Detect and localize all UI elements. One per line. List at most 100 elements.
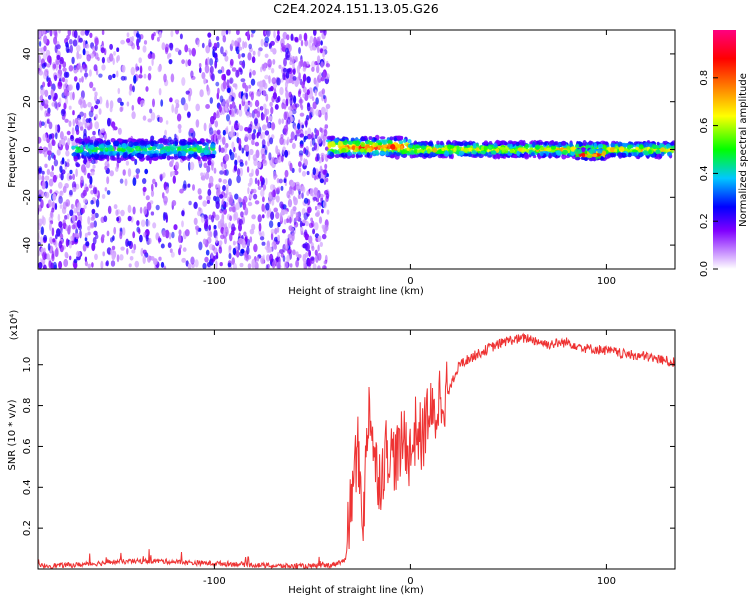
spectrogram-noise-cell xyxy=(316,204,322,210)
spectrogram-signal-cell xyxy=(207,139,212,144)
spectrogram-noise-cell xyxy=(277,234,280,242)
spectrogram-noise-cell xyxy=(221,74,226,81)
spectrogram-noise-cell xyxy=(178,247,182,256)
spectrogram-noise-cell xyxy=(71,224,76,230)
spectrogram-noise-cell xyxy=(318,172,322,179)
spectrogram-noise-cell xyxy=(117,97,122,104)
spectrogram-noise-cell xyxy=(64,183,69,189)
spectrogram-noise-cell xyxy=(309,140,313,148)
spectrogram-noise-cell xyxy=(238,67,242,72)
spectrogram-noise-cell xyxy=(92,237,97,245)
spectrogram-noise-cell xyxy=(151,58,154,66)
spectrogram-noise-cell xyxy=(277,221,281,228)
spectrogram-noise-cell xyxy=(89,81,94,89)
spectrogram-noise-cell xyxy=(237,53,241,60)
spectrogram-signal-cell xyxy=(610,152,615,158)
spectrogram-signal-cell xyxy=(509,143,513,149)
spectrogram-noise-cell xyxy=(215,201,220,209)
spectrogram-noise-cell xyxy=(279,86,284,96)
spectrogram-noise-cell xyxy=(323,226,327,235)
spectrogram-noise-cell xyxy=(40,199,44,209)
spectrogram-noise-cell xyxy=(149,108,153,114)
spectrogram-signal-cell xyxy=(412,154,417,159)
spectrogram-signal-cell xyxy=(535,145,540,150)
spectrogram-noise-cell xyxy=(292,76,297,81)
spectrogram-noise-cell xyxy=(176,113,182,122)
spectrogram-noise-cell xyxy=(226,98,231,104)
spectrogram-signal-cell xyxy=(423,153,429,158)
spectrogram-noise-cell xyxy=(191,47,196,57)
spectrogram-noise-cell xyxy=(303,261,306,267)
spectrogram-noise-cell xyxy=(232,83,237,88)
spectrogram-noise-cell xyxy=(195,119,200,128)
spectrogram-noise-cell xyxy=(257,179,260,187)
spectrogram-noise-cell xyxy=(216,138,219,145)
spectrogram-noise-cell xyxy=(127,215,132,222)
spectrogram-noise-cell xyxy=(183,180,187,189)
spectrogram-noise-cell xyxy=(247,187,250,195)
spectrogram-signal-cell xyxy=(105,151,109,155)
spectrogram-noise-cell xyxy=(282,67,288,73)
spectrogram-noise-cell xyxy=(218,178,222,183)
spectrogram-noise-cell xyxy=(175,30,180,35)
spectrogram-noise-cell xyxy=(120,75,126,81)
spectrogram-noise-cell xyxy=(240,78,246,83)
spectrogram-noise-cell xyxy=(306,114,310,121)
spectrogram-signal-cell xyxy=(73,155,78,162)
spectrogram-noise-cell xyxy=(62,219,66,228)
spectrogram-noise-cell xyxy=(136,38,140,48)
spectrogram-signal-cell xyxy=(105,141,111,146)
spectrogram-noise-cell xyxy=(313,187,318,194)
spectrogram-noise-cell xyxy=(82,189,87,197)
spectrogram-noise-cell xyxy=(248,84,252,89)
spectrogram-noise-cell xyxy=(120,39,125,45)
spectrogram-noise-cell xyxy=(287,116,291,125)
spectrogram-signal-cell xyxy=(188,150,195,155)
spectrogram-noise-cell xyxy=(80,175,84,184)
spectrogram-noise-cell xyxy=(206,165,211,173)
spectrogram-signal-cell xyxy=(456,141,463,146)
spectrogram-signal-cell xyxy=(166,147,171,152)
spectrogram-signal-cell xyxy=(157,138,164,144)
spectrogram-noise-cell xyxy=(113,204,118,210)
spectrogram-noise-cell xyxy=(239,162,244,167)
spectrogram-noise-cell xyxy=(169,248,173,253)
spectrogram-noise-cell xyxy=(311,66,315,72)
spectrogram-signal-cell xyxy=(523,153,530,160)
spectrogram-noise-cell xyxy=(221,164,225,172)
spectrogram-noise-cell xyxy=(321,88,326,95)
spectrogram-noise-cell xyxy=(236,37,241,43)
spectrogram-noise-cell xyxy=(58,97,62,105)
spectrogram-noise-cell xyxy=(303,212,309,220)
spectrogram-noise-cell xyxy=(100,128,105,133)
spectrogram-noise-cell xyxy=(111,245,116,251)
colorbar-label: Normalized spectral amplitude xyxy=(738,73,749,227)
spectrogram-signal-cell xyxy=(360,141,366,148)
spectrogram-signal-cell xyxy=(429,151,434,158)
spectrogram-noise-cell xyxy=(284,169,289,178)
spectrogram-noise-cell xyxy=(262,124,267,131)
spectrogram-signal-cell xyxy=(621,152,627,158)
spectrogram-signal-cell xyxy=(71,145,76,150)
spectrogram-noise-cell xyxy=(109,53,114,62)
spectrogram-noise-cell xyxy=(147,53,153,60)
spectrogram-noise-cell xyxy=(91,159,96,165)
spectrogram-noise-cell xyxy=(152,98,155,108)
spectrogram-noise-cell xyxy=(109,100,114,109)
spectrogram-signal-cell xyxy=(89,139,94,143)
spectrogram-noise-cell xyxy=(127,204,132,214)
spectrogram-noise-cell xyxy=(85,161,91,169)
spectrogram-noise-cell xyxy=(213,167,217,174)
spectrogram-noise-cell xyxy=(198,63,202,68)
spectrogram-noise-cell xyxy=(242,95,246,102)
colorbar: 0.0 0.2 0.4 0.6 0.8 Normalized spectral ampl… xyxy=(699,30,749,277)
spectrogram-signal-cell xyxy=(655,144,660,149)
spectrogram-noise-cell xyxy=(170,30,174,38)
spectrogram-signal-cell xyxy=(633,152,637,157)
spectrogram-signal-cell xyxy=(540,146,545,151)
spectrogram-noise-cell xyxy=(40,87,45,96)
spectrogram-signal-cell xyxy=(601,150,607,156)
spectrogram-noise-cell xyxy=(271,198,275,206)
spectrogram-noise-cell xyxy=(52,238,56,243)
spectrogram-noise-cell xyxy=(147,118,152,123)
